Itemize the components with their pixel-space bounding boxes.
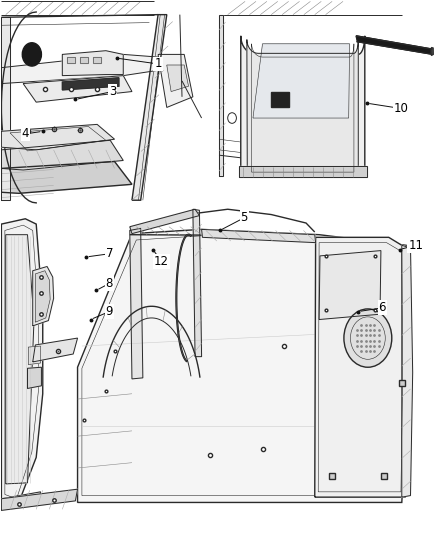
Polygon shape (239, 166, 367, 177)
Polygon shape (1, 161, 132, 193)
Polygon shape (1, 54, 158, 84)
Polygon shape (431, 47, 433, 55)
Text: 1: 1 (154, 58, 162, 70)
Polygon shape (1, 140, 123, 170)
Polygon shape (1, 124, 115, 150)
Polygon shape (6, 235, 34, 484)
Text: 7: 7 (106, 247, 113, 260)
Polygon shape (201, 229, 316, 243)
Text: 4: 4 (21, 127, 29, 140)
Polygon shape (67, 57, 75, 63)
Polygon shape (132, 14, 167, 200)
Polygon shape (130, 228, 143, 379)
Polygon shape (315, 237, 407, 497)
Polygon shape (23, 76, 132, 102)
Polygon shape (130, 209, 199, 233)
Circle shape (22, 43, 42, 66)
Polygon shape (193, 209, 201, 357)
Polygon shape (1, 489, 78, 511)
Polygon shape (1, 17, 10, 200)
Polygon shape (356, 36, 433, 54)
Text: 9: 9 (106, 305, 113, 318)
Text: 8: 8 (106, 277, 113, 290)
Polygon shape (253, 44, 350, 118)
Polygon shape (62, 78, 119, 90)
Text: 5: 5 (240, 211, 248, 224)
Polygon shape (35, 271, 50, 322)
Polygon shape (62, 51, 123, 76)
Text: 12: 12 (154, 255, 169, 268)
Text: 3: 3 (109, 85, 116, 98)
Polygon shape (93, 57, 102, 63)
Text: 10: 10 (393, 102, 408, 115)
Circle shape (344, 309, 392, 367)
Polygon shape (1, 492, 41, 510)
Polygon shape (247, 39, 358, 174)
Polygon shape (1, 219, 43, 503)
Polygon shape (80, 57, 88, 63)
Polygon shape (402, 245, 413, 497)
Polygon shape (241, 36, 365, 176)
Polygon shape (33, 266, 53, 326)
Polygon shape (33, 338, 78, 362)
Polygon shape (271, 92, 289, 108)
Polygon shape (78, 229, 408, 503)
Polygon shape (28, 346, 41, 365)
Text: 6: 6 (378, 301, 386, 314)
Polygon shape (219, 14, 223, 176)
Text: 11: 11 (408, 239, 423, 252)
Polygon shape (158, 54, 193, 108)
Polygon shape (1, 2, 219, 203)
Polygon shape (167, 65, 188, 92)
Polygon shape (319, 251, 381, 319)
Polygon shape (28, 367, 42, 389)
